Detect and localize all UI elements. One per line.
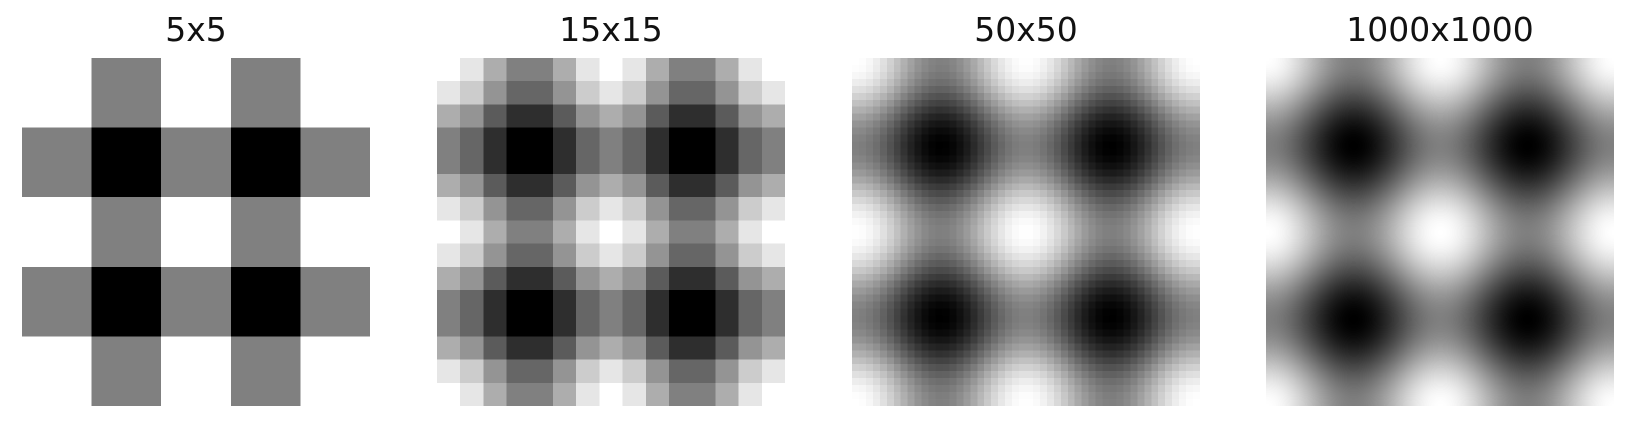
heatmap-image (22, 58, 370, 406)
heatmap-panel-15x15: 15x15 (431, 0, 791, 424)
panel-title: 1000x1000 (1346, 10, 1534, 49)
heatmap-image (437, 58, 785, 406)
panel-title: 15x15 (559, 10, 663, 49)
panel-title: 50x50 (974, 10, 1078, 49)
heatmap-panel-1000x1000: 1000x1000 (1260, 0, 1620, 424)
heatmap-image (852, 58, 1200, 406)
heatmap-panel-50x50: 50x50 (846, 0, 1206, 424)
heatmap-panel-5x5: 5x5 (16, 0, 376, 424)
panel-title: 5x5 (165, 10, 227, 49)
heatmap-image (1266, 58, 1614, 406)
